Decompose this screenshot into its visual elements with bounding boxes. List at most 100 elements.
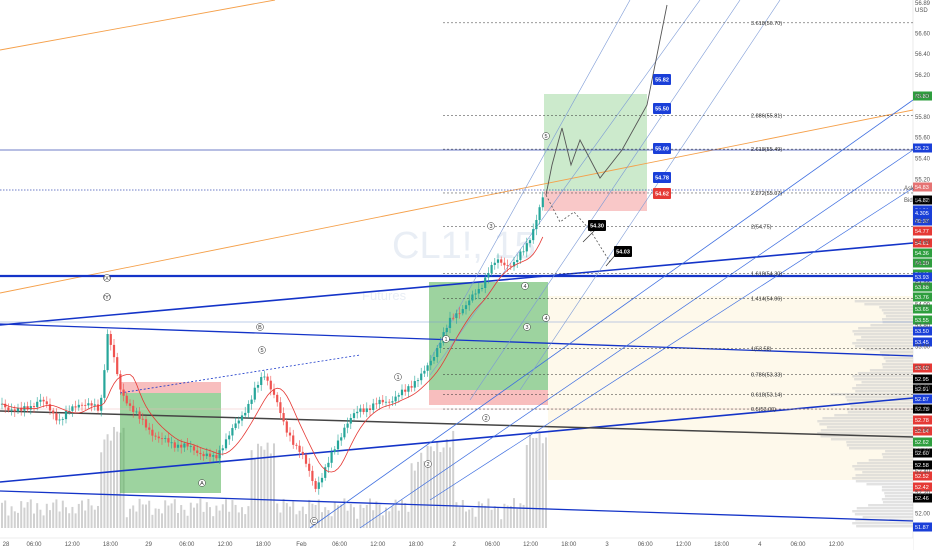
candle-body[interactable] — [282, 413, 285, 422]
stop-zone-box[interactable] — [120, 382, 221, 393]
candle-body[interactable] — [285, 421, 288, 433]
candle-body[interactable] — [42, 399, 45, 402]
candle-body[interactable] — [144, 419, 148, 428]
candle-body[interactable] — [324, 467, 327, 478]
candle-body[interactable] — [432, 357, 436, 361]
candle-body[interactable] — [394, 396, 397, 402]
candle-body[interactable] — [260, 377, 263, 385]
candle-body[interactable] — [167, 438, 170, 443]
candle-body[interactable] — [407, 386, 410, 392]
candle-body[interactable] — [84, 404, 87, 406]
candle-body[interactable] — [103, 370, 106, 398]
candle-body[interactable] — [58, 419, 61, 421]
candle-body[interactable] — [112, 344, 116, 358]
candle-body[interactable] — [100, 397, 103, 411]
candle-body[interactable] — [516, 259, 519, 263]
candle-body[interactable] — [36, 401, 39, 408]
candle-body[interactable] — [298, 445, 301, 452]
candle-body[interactable] — [464, 305, 468, 310]
candle-body[interactable] — [436, 348, 439, 358]
candle-body[interactable] — [170, 442, 173, 444]
candle-body[interactable] — [477, 288, 480, 294]
candle-body[interactable] — [336, 440, 340, 450]
candle-body[interactable] — [359, 408, 362, 412]
candle-body[interactable] — [378, 399, 381, 405]
candle-body[interactable] — [279, 402, 282, 414]
candle-body[interactable] — [352, 413, 356, 418]
candle-body[interactable] — [119, 374, 122, 390]
projected-wave-path[interactable] — [545, 4, 668, 196]
candle-body[interactable] — [416, 380, 420, 382]
price-callout-tag[interactable] — [653, 188, 671, 199]
candle-body[interactable] — [199, 452, 202, 455]
candle-body[interactable] — [116, 357, 119, 375]
candle-body[interactable] — [420, 373, 423, 381]
candle-body[interactable] — [228, 435, 231, 440]
candle-body[interactable] — [122, 389, 125, 396]
candle-body[interactable] — [87, 403, 90, 406]
price-callouts[interactable]: 55.82 55.50 55.09 54.78 54.62 54.30 54.03 — [588, 74, 671, 257]
candle-body[interactable] — [135, 411, 138, 413]
candle-body[interactable] — [423, 370, 426, 374]
candle-body[interactable] — [413, 381, 416, 388]
candle-body[interactable] — [308, 463, 311, 471]
candle-body[interactable] — [202, 454, 205, 457]
candle-body[interactable] — [93, 404, 96, 406]
candle-body[interactable] — [541, 197, 544, 208]
candle-body[interactable] — [429, 360, 432, 366]
candle-body[interactable] — [106, 334, 109, 371]
price-callout-tag[interactable] — [614, 246, 632, 257]
parallel-line-1[interactable] — [429, 0, 701, 376]
parallel-line-3[interactable] — [519, 0, 781, 391]
candle-body[interactable] — [77, 404, 80, 408]
candle-body[interactable] — [340, 437, 343, 441]
candle-body[interactable] — [180, 444, 183, 448]
candle-body[interactable] — [48, 404, 52, 411]
candle-body[interactable] — [474, 293, 477, 295]
candle-body[interactable] — [208, 453, 212, 457]
candle-body[interactable] — [538, 207, 541, 220]
candle-body[interactable] — [452, 317, 455, 319]
candle-body[interactable] — [391, 401, 394, 403]
price-callout-tag[interactable] — [653, 74, 671, 85]
candle-body[interactable] — [151, 429, 154, 436]
candle-body[interactable] — [186, 443, 189, 447]
candle-body[interactable] — [295, 444, 298, 446]
candle-body[interactable] — [455, 313, 458, 319]
candle-body[interactable] — [215, 455, 218, 459]
candle-body[interactable] — [509, 265, 512, 267]
candle-body[interactable] — [61, 419, 64, 420]
candle-body[interactable] — [327, 462, 330, 468]
candle-body[interactable] — [90, 403, 93, 406]
candle-body[interactable] — [356, 411, 359, 414]
candle-body[interactable] — [39, 399, 42, 402]
candle-body[interactable] — [362, 408, 365, 413]
candle-body[interactable] — [372, 403, 375, 410]
candle-body[interactable] — [192, 446, 196, 451]
candle-body[interactable] — [532, 229, 535, 241]
candle-body[interactable] — [484, 277, 487, 289]
candle-body[interactable] — [263, 376, 266, 378]
candle-body[interactable] — [128, 403, 132, 406]
orange-trendline-lower[interactable] — [0, 109, 914, 294]
candle-body[interactable] — [183, 443, 186, 448]
candle-body[interactable] — [301, 451, 304, 455]
fan-line-3[interactable] — [429, 187, 914, 501]
candle-body[interactable] — [189, 446, 192, 448]
candle-body[interactable] — [154, 435, 157, 437]
candle-body[interactable] — [468, 300, 471, 306]
candle-body[interactable] — [461, 309, 464, 314]
price-callout-tag[interactable] — [653, 103, 671, 114]
candle-body[interactable] — [503, 262, 506, 266]
candle-body[interactable] — [269, 380, 272, 390]
candle-body[interactable] — [410, 386, 413, 388]
orange-trendline-upper[interactable] — [0, 0, 276, 51]
candle-body[interactable] — [448, 317, 452, 329]
candle-body[interactable] — [13, 409, 16, 412]
candle-body[interactable] — [138, 411, 141, 419]
candle-body[interactable] — [20, 407, 23, 411]
candle-body[interactable] — [52, 410, 55, 414]
candle-body[interactable] — [346, 423, 349, 428]
candle-body[interactable] — [490, 264, 493, 274]
